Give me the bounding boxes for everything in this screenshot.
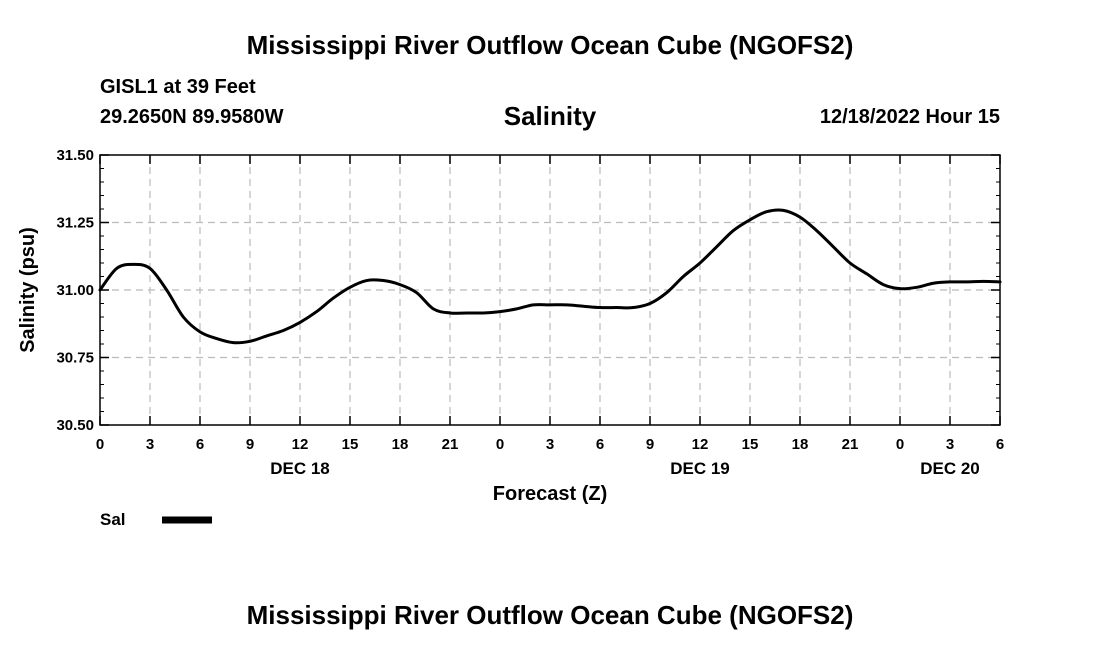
station-coordinates: 29.2650N 89.9580W bbox=[100, 106, 284, 128]
legend-label: Sal bbox=[100, 510, 126, 529]
salinity-series-line bbox=[98, 208, 1002, 345]
x-tick-label-14: 18 bbox=[792, 436, 809, 453]
x-axis-label: Forecast (Z) bbox=[493, 483, 607, 505]
x-tick-label-6: 18 bbox=[392, 436, 409, 453]
x-tick-label-0: 0 bbox=[96, 436, 104, 453]
x-tick-label-12: 12 bbox=[692, 436, 709, 453]
y-axis-label: Salinity (psu) bbox=[17, 227, 39, 353]
station-name: GISL1 at 39 Feet bbox=[100, 76, 256, 98]
footer-title: Mississippi River Outflow Ocean Cube (NG… bbox=[246, 600, 854, 630]
x-tick-label-10: 6 bbox=[596, 436, 604, 453]
variable-title: Salinity bbox=[503, 101, 597, 131]
x-tick-label-2: 6 bbox=[196, 436, 204, 453]
x-tick-label-3: 9 bbox=[246, 436, 254, 453]
x-tick-label-13: 15 bbox=[742, 436, 759, 453]
date-label-2: DEC 20 bbox=[920, 459, 980, 478]
y-tick-label-2: 31.00 bbox=[56, 282, 94, 299]
x-tick-label-5: 15 bbox=[342, 436, 359, 453]
date-labels: DEC 18 DEC 19 DEC 20 bbox=[270, 459, 980, 478]
date-label-0: DEC 18 bbox=[270, 459, 330, 478]
x-tick-label-4: 12 bbox=[292, 436, 309, 453]
x-tick-label-8: 0 bbox=[496, 436, 504, 453]
salinity-chart: 0 3 6 9 12 15 18 21 0 3 6 9 12 15 18 21 0 3 6 30.50 30.75 31… bbox=[17, 147, 1004, 529]
x-tick-label-9: 3 bbox=[546, 436, 554, 453]
grid-lines bbox=[100, 155, 1000, 425]
x-tick-label-16: 0 bbox=[896, 436, 904, 453]
y-tick-labels: 30.50 30.75 31.00 31.25 31.50 bbox=[56, 147, 94, 434]
date-label-1: DEC 19 bbox=[670, 459, 730, 478]
x-tick-labels: 0 3 6 9 12 15 18 21 0 3 6 9 12 15 18 21 0 3 6 bbox=[96, 436, 1004, 453]
forecast-datetime: 12/18/2022 Hour 15 bbox=[819, 106, 1000, 128]
x-tick-label-18: 6 bbox=[996, 436, 1004, 453]
x-tick-label-11: 9 bbox=[646, 436, 654, 453]
x-tick-label-7: 21 bbox=[442, 436, 459, 453]
x-tick-label-17: 3 bbox=[946, 436, 954, 453]
y-tick-label-0: 30.50 bbox=[56, 417, 94, 434]
chart-title: Mississippi River Outflow Ocean Cube (NG… bbox=[246, 30, 854, 60]
axis-ticks bbox=[99, 154, 1001, 426]
x-tick-label-15: 21 bbox=[842, 436, 859, 453]
x-tick-label-1: 3 bbox=[146, 436, 154, 453]
y-tick-label-1: 30.75 bbox=[56, 350, 94, 367]
y-tick-label-4: 31.50 bbox=[56, 147, 94, 164]
y-tick-label-3: 31.25 bbox=[56, 215, 94, 232]
